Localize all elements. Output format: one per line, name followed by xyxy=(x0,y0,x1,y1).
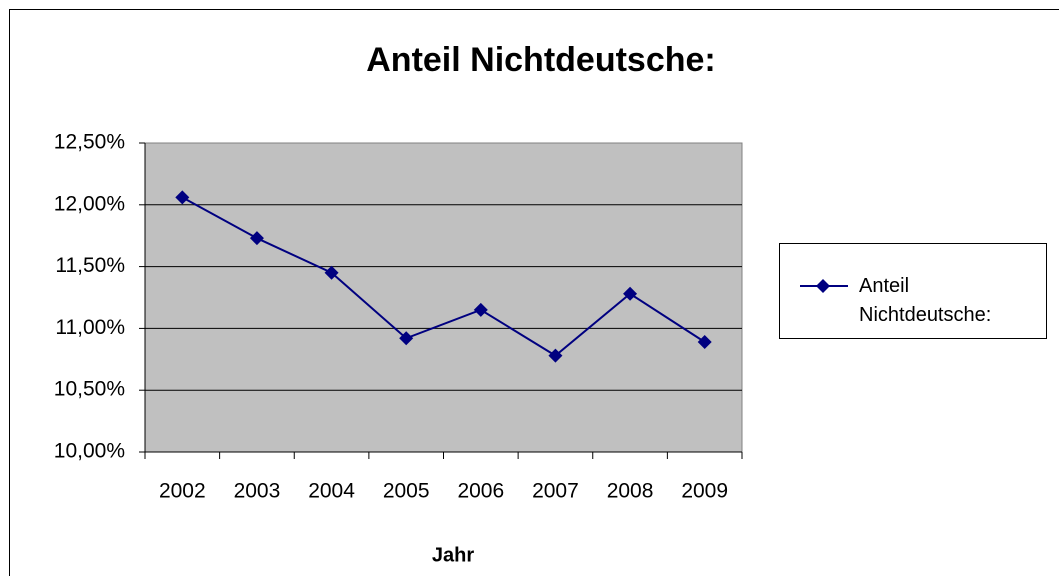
y-tick-label: 11,00% xyxy=(55,316,125,339)
data-point xyxy=(249,231,264,246)
x-tick-label: 2002 xyxy=(159,480,206,503)
y-tick-label: 10,00% xyxy=(54,440,125,463)
x-tick-label: 2005 xyxy=(383,480,430,503)
x-axis-title: Jahr xyxy=(432,544,474,566)
plot-area xyxy=(144,142,743,453)
data-point xyxy=(175,190,190,205)
y-tick-label: 11,50% xyxy=(55,254,125,277)
y-tick-label: 10,50% xyxy=(54,378,125,401)
chart-title: Anteil Nichtdeutsche: xyxy=(366,41,715,79)
x-tick-label: 2003 xyxy=(234,480,281,503)
x-tick-label: 2006 xyxy=(457,480,504,503)
y-tick-label: 12,00% xyxy=(54,192,125,215)
data-point xyxy=(548,348,563,363)
legend-label: Anteil Nichtdeutsche: xyxy=(859,275,992,326)
x-tick-label: 2007 xyxy=(532,480,579,503)
x-tick-label: 2008 xyxy=(607,480,654,503)
legend: Anteil Nichtdeutsche: xyxy=(779,243,1047,339)
legend-swatch xyxy=(800,279,848,293)
data-point xyxy=(623,286,638,301)
series-line xyxy=(181,196,706,357)
data-point xyxy=(324,265,339,280)
data-point xyxy=(473,302,488,317)
data-point xyxy=(399,331,414,346)
data-point xyxy=(697,334,712,349)
y-tick-label: 12,50% xyxy=(54,131,125,154)
x-tick-label: 2009 xyxy=(681,480,728,503)
x-tick-label: 2004 xyxy=(308,480,355,503)
